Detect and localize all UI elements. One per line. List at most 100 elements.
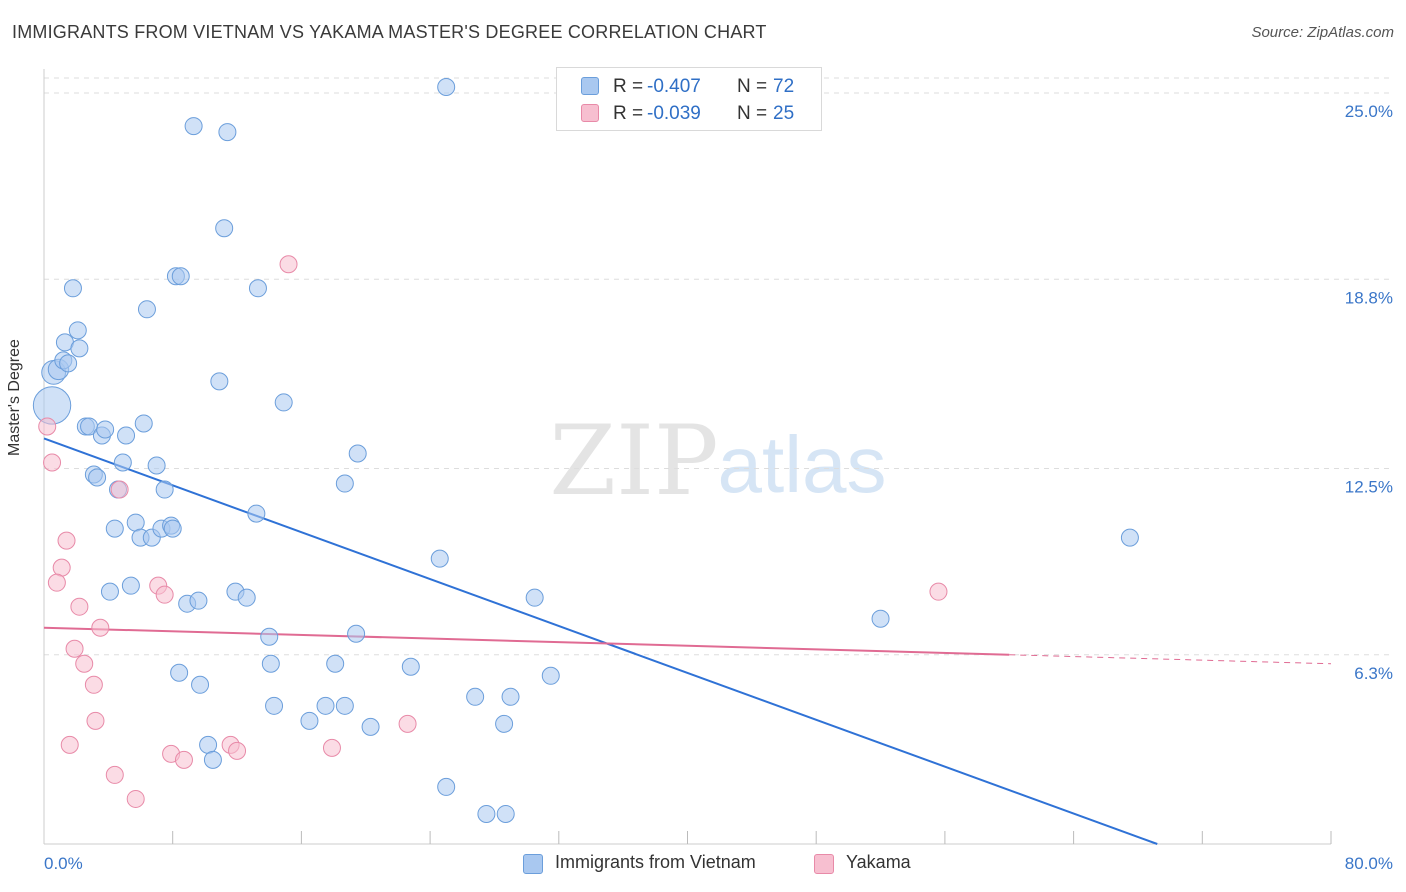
vietnam-point	[1120, 528, 1139, 547]
vietnam-legend-swatch	[523, 854, 543, 874]
chart-title: IMMIGRANTS FROM VIETNAM VS YAKAMA MASTER…	[12, 22, 767, 42]
yakama-legend-swatch	[814, 854, 834, 874]
yakama-point	[105, 765, 124, 784]
vietnam-point	[335, 696, 354, 715]
vietnam-point	[100, 582, 119, 601]
vietnam-point	[401, 657, 420, 676]
n-label: N =	[737, 103, 768, 124]
y-tick-label: 12.5%	[1345, 478, 1393, 497]
vietnam-point	[218, 123, 237, 142]
vietnam-point	[199, 735, 218, 754]
vietnam-point	[495, 714, 514, 733]
vietnam-point	[248, 279, 267, 298]
vietnam-point	[300, 711, 319, 730]
vietnam-point	[171, 267, 190, 286]
watermark-atlas: atlas	[718, 420, 887, 509]
r-label: R =	[613, 76, 644, 97]
vietnam-point	[501, 687, 520, 706]
yakama-point	[57, 531, 76, 550]
yakama-point	[43, 453, 62, 472]
yakama-point	[155, 585, 174, 604]
vietnam-point	[437, 777, 456, 796]
r-label: R =	[613, 103, 644, 124]
yakama-point	[60, 735, 79, 754]
yakama-point	[279, 255, 298, 274]
yakama-point	[65, 639, 84, 658]
vietnam-point	[184, 117, 203, 136]
vietnam-point	[871, 609, 890, 628]
yakama-point	[126, 789, 145, 808]
vietnam-point	[191, 675, 210, 694]
yakama-point	[110, 480, 129, 499]
legend-label: Immigrants from Vietnam	[555, 852, 756, 872]
vietnam-point	[189, 591, 208, 610]
yakama-point	[174, 750, 193, 769]
vietnam-point	[347, 624, 366, 643]
vietnam-trendline	[43, 437, 1158, 845]
vietnam-point	[260, 627, 279, 646]
n-value: 25	[773, 103, 795, 124]
n-value: 72	[773, 76, 795, 97]
vietnam-point	[496, 804, 515, 823]
vietnam-point	[210, 372, 229, 391]
x-tick-label-max: 80.0%	[1345, 854, 1393, 873]
yakama-point	[75, 654, 94, 673]
vietnam-point	[265, 696, 284, 715]
r-value: -0.407	[647, 76, 701, 97]
vietnam-point	[525, 588, 544, 607]
x-tick-label-min: 0.0%	[44, 854, 83, 873]
yakama-point	[38, 417, 57, 436]
yakama-point	[84, 675, 103, 694]
y-tick-label: 6.3%	[1354, 664, 1393, 683]
yakama-point	[91, 618, 110, 637]
vietnam-point	[121, 576, 140, 595]
vietnam-point	[237, 588, 256, 607]
vietnam-point	[96, 420, 115, 439]
vietnam-point	[326, 654, 345, 673]
vietnam-point	[170, 663, 189, 682]
vietnam-point	[105, 519, 124, 538]
vietnam-point	[134, 414, 153, 433]
yakama-point	[929, 582, 948, 601]
vietnam-point	[32, 386, 72, 425]
yakama-point	[52, 558, 71, 577]
legend-label: Yakama	[846, 852, 911, 872]
yakama-point	[47, 573, 66, 592]
vietnam-point	[155, 480, 174, 499]
yakama-point	[322, 738, 341, 757]
vietnam-point	[163, 519, 182, 538]
yakama-point	[86, 711, 105, 730]
vietnam-point	[59, 354, 78, 373]
vietnam-point	[113, 453, 132, 472]
vietnam-point	[70, 339, 89, 358]
vietnam-point	[126, 513, 145, 532]
vietnam-swatch	[581, 77, 599, 95]
y-tick-label: 25.0%	[1345, 102, 1393, 121]
vietnam-point	[361, 717, 380, 736]
yakama-trendline-extension	[1009, 654, 1332, 665]
vietnam-point	[335, 474, 354, 493]
vietnam-point	[261, 654, 280, 673]
vietnam-point	[63, 279, 82, 298]
r-value: -0.039	[647, 103, 701, 124]
vietnam-point	[466, 687, 485, 706]
vietnam-point	[117, 426, 136, 445]
vietnam-point	[203, 750, 222, 769]
vietnam-point	[68, 321, 87, 340]
yakama-trendline	[43, 626, 1010, 656]
vietnam-point	[88, 468, 107, 487]
vietnam-point	[137, 300, 156, 319]
yakama-swatch	[581, 104, 599, 122]
yakama-point	[70, 597, 89, 616]
vietnam-point	[247, 504, 266, 523]
n-label: N =	[737, 76, 768, 97]
yakama-point	[398, 714, 417, 733]
source-label: Source: ZipAtlas.com	[1251, 24, 1394, 41]
watermark-zip: ZIP	[549, 405, 718, 517]
vietnam-point	[215, 219, 234, 238]
y-tick-label: 18.8%	[1345, 288, 1393, 307]
vietnam-point	[274, 393, 293, 412]
vietnam-point	[430, 549, 449, 568]
vietnam-point	[437, 78, 456, 97]
